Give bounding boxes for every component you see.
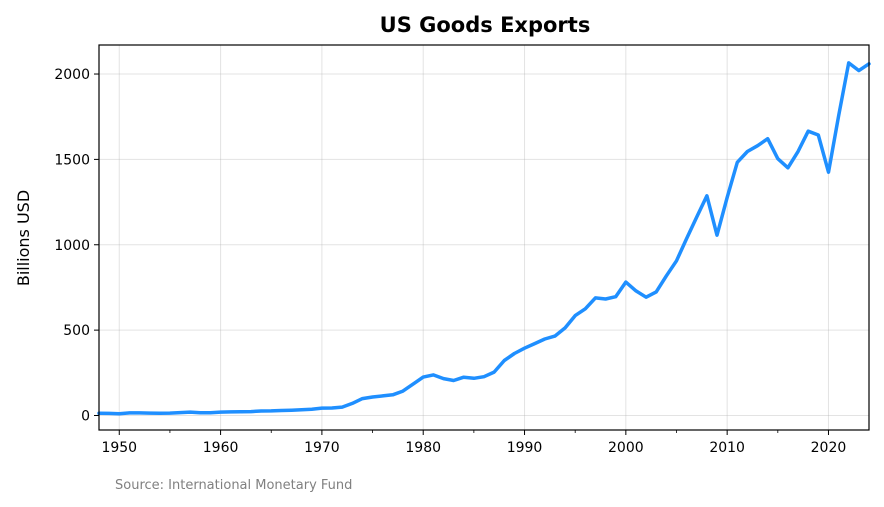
x-tick-label: 1990 (507, 440, 543, 456)
y-tick-label: 1500 (54, 152, 90, 168)
x-tick-label: 1980 (405, 440, 441, 456)
y-axis-label: Billions USD (14, 190, 33, 286)
y-tick-label: 0 (81, 408, 90, 424)
y-tick-label: 500 (63, 323, 90, 339)
x-axis: 1950 1960 1970 1980 1990 2000 2010 2020 (101, 430, 846, 456)
x-tick-label: 1970 (304, 440, 340, 456)
chart-title: US Goods Exports (380, 13, 591, 37)
y-tick-label: 2000 (54, 67, 90, 83)
source-note: Source: International Monetary Fund (115, 478, 352, 493)
y-tick-label: 1000 (54, 238, 90, 254)
y-axis: 0 500 1000 1500 2000 (54, 67, 99, 424)
plot-frame (98, 44, 870, 431)
gridlines (99, 45, 869, 430)
series-layer (97, 61, 871, 416)
x-tick-label: 1950 (101, 440, 137, 456)
series-line (97, 61, 871, 416)
x-tick-label: 2020 (811, 440, 847, 456)
x-tick-label: 2010 (709, 440, 745, 456)
x-tick-label: 1960 (203, 440, 239, 456)
x-tick-label: 2000 (608, 440, 644, 456)
